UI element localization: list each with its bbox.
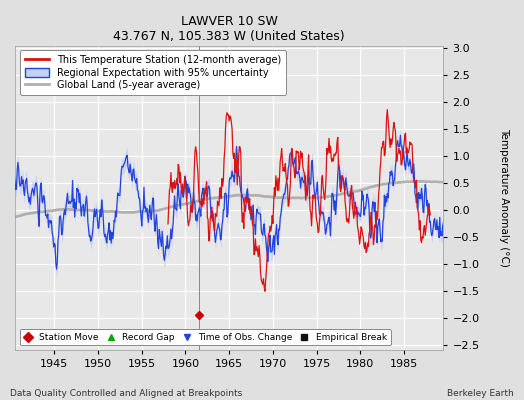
Legend: Station Move, Record Gap, Time of Obs. Change, Empirical Break: Station Move, Record Gap, Time of Obs. C… [19,329,391,346]
Text: Berkeley Earth: Berkeley Earth [447,389,514,398]
Text: Data Quality Controlled and Aligned at Breakpoints: Data Quality Controlled and Aligned at B… [10,389,243,398]
Title: LAWVER 10 SW
43.767 N, 105.383 W (United States): LAWVER 10 SW 43.767 N, 105.383 W (United… [113,15,345,43]
Y-axis label: Temperature Anomaly (°C): Temperature Anomaly (°C) [499,128,509,267]
